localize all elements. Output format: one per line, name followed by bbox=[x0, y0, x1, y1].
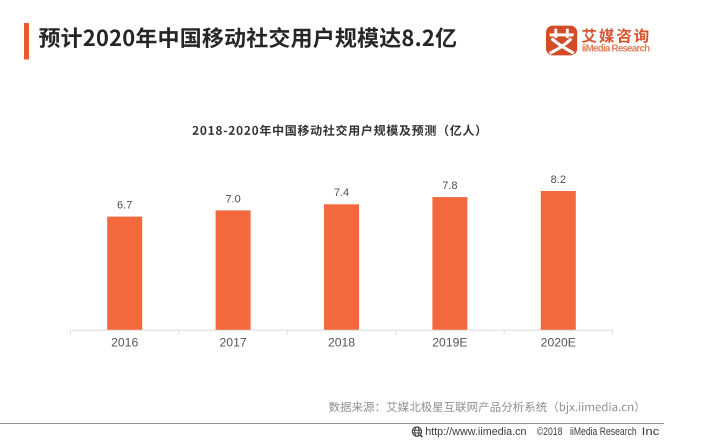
svg-text:iiMedia Research: iiMedia Research bbox=[570, 426, 637, 438]
svg-text:8.2: 8.2 bbox=[551, 174, 566, 186]
svg-text:7.4: 7.4 bbox=[334, 187, 349, 199]
svg-text:2018: 2018 bbox=[328, 336, 355, 350]
svg-text:iiMedia Research: iiMedia Research bbox=[582, 44, 650, 55]
svg-text:©2018: ©2018 bbox=[537, 426, 563, 438]
svg-text:6.7: 6.7 bbox=[117, 200, 132, 212]
svg-text:7.0: 7.0 bbox=[225, 193, 240, 205]
svg-text:2020E: 2020E bbox=[541, 336, 576, 350]
svg-text:2019E: 2019E bbox=[432, 336, 467, 350]
svg-text:Inc: Inc bbox=[642, 426, 660, 438]
svg-text:2017: 2017 bbox=[220, 336, 247, 350]
svg-text:2016: 2016 bbox=[111, 336, 138, 350]
svg-text:7.8: 7.8 bbox=[442, 180, 457, 192]
svg-text:http://www.iimedia.cn: http://www.iimedia.cn bbox=[425, 426, 526, 438]
